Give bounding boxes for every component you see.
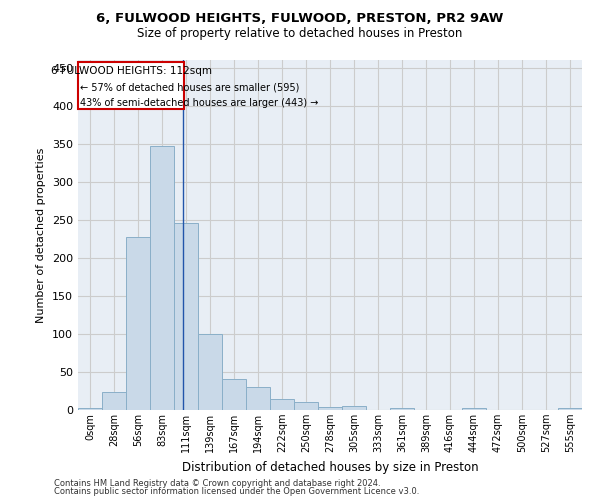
Bar (318, 407, 342, 410)
Text: Size of property relative to detached houses in Preston: Size of property relative to detached ho… (137, 28, 463, 40)
Text: 6 FULWOOD HEIGHTS: 112sqm: 6 FULWOOD HEIGHTS: 112sqm (51, 66, 212, 76)
Bar (222, 379, 246, 410)
Bar (558, 408, 582, 410)
X-axis label: Distribution of detached houses by size in Preston: Distribution of detached houses by size … (182, 460, 478, 473)
Bar (462, 408, 486, 410)
Bar (294, 402, 318, 410)
Bar (174, 223, 198, 410)
FancyBboxPatch shape (78, 62, 184, 110)
Bar (342, 406, 366, 410)
Bar (198, 334, 222, 410)
Bar (102, 392, 126, 410)
Text: ← 57% of detached houses are smaller (595): ← 57% of detached houses are smaller (59… (80, 82, 300, 92)
Bar (150, 146, 174, 410)
Text: 43% of semi-detached houses are larger (443) →: 43% of semi-detached houses are larger (… (80, 98, 319, 108)
Y-axis label: Number of detached properties: Number of detached properties (37, 148, 46, 322)
Bar (78, 408, 102, 410)
Bar (126, 238, 150, 410)
Bar (270, 400, 294, 410)
Bar (390, 408, 414, 410)
Bar (246, 387, 270, 410)
Text: 6, FULWOOD HEIGHTS, FULWOOD, PRESTON, PR2 9AW: 6, FULWOOD HEIGHTS, FULWOOD, PRESTON, PR… (97, 12, 503, 26)
Text: Contains HM Land Registry data © Crown copyright and database right 2024.: Contains HM Land Registry data © Crown c… (54, 478, 380, 488)
Text: Contains public sector information licensed under the Open Government Licence v3: Contains public sector information licen… (54, 487, 419, 496)
